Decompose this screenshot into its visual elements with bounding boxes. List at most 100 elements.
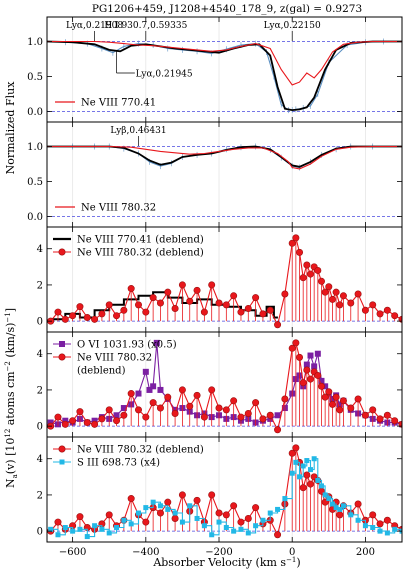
data-point xyxy=(83,314,91,322)
data-point xyxy=(127,390,135,398)
data-point xyxy=(288,449,296,457)
data-point xyxy=(288,344,296,352)
data-point xyxy=(54,308,62,316)
data-point xyxy=(259,310,267,318)
data-point xyxy=(61,315,69,323)
data-point xyxy=(99,526,105,532)
plot-area xyxy=(47,444,402,540)
y-label-part: ] xyxy=(4,308,17,312)
data-point xyxy=(299,274,307,282)
data-point xyxy=(62,525,68,531)
data-point xyxy=(391,312,399,320)
data-point xyxy=(336,406,344,414)
x-tick-label: −400 xyxy=(132,547,159,558)
legend-marker xyxy=(58,353,66,361)
legend-label: Ne VIII 780.32 (deblend) xyxy=(77,445,204,456)
data-point xyxy=(150,499,156,505)
y-label-part: a xyxy=(11,474,19,478)
plot-area xyxy=(47,339,402,434)
data-point xyxy=(321,393,329,401)
data-point xyxy=(172,510,178,516)
data-point xyxy=(318,483,324,489)
legend-label: O VI 1031.93 (x0.5) xyxy=(77,340,177,351)
y-tick-label: 1.0 xyxy=(27,37,43,48)
data-point xyxy=(76,513,84,521)
data-point xyxy=(91,417,98,424)
data-point xyxy=(336,511,344,519)
data-point xyxy=(113,412,120,419)
data-point xyxy=(274,412,281,419)
data-point xyxy=(70,528,76,534)
panel-nv-1: 0 2 4 Ne VIII 770.41 (deblend) Ne VIII 780.3… xyxy=(37,226,403,333)
data-point xyxy=(164,393,172,401)
data-point xyxy=(47,419,54,426)
data-point xyxy=(171,304,179,312)
x-tick-label: 0 xyxy=(289,547,295,558)
legend-label: Ne VIII 780.32 xyxy=(77,353,152,364)
data-point xyxy=(171,514,179,522)
data-point xyxy=(354,290,362,298)
data-point xyxy=(300,463,306,469)
data-point xyxy=(288,239,296,247)
data-point xyxy=(339,292,347,300)
data-point xyxy=(282,496,288,502)
data-point xyxy=(308,467,314,473)
y-tick-label: 0 xyxy=(37,527,43,538)
x-tick-label: −600 xyxy=(59,547,86,558)
y-tick-label: 0.5 xyxy=(27,72,43,83)
panel-label: Ne VIII 780.32 xyxy=(81,203,156,214)
data-point xyxy=(55,532,61,538)
data-point xyxy=(281,395,289,403)
y-label-part: 12 xyxy=(4,429,12,438)
data-point xyxy=(120,411,128,419)
data-point xyxy=(113,312,121,320)
data-point xyxy=(178,281,186,289)
data-point xyxy=(384,530,390,536)
y-tick-label: 0 xyxy=(37,317,43,328)
y-label-part: −2 xyxy=(4,361,12,371)
data-point xyxy=(314,371,322,379)
x-axis-label-main: Absorber Velocity (km s xyxy=(152,556,286,569)
y-axis-label-flux: Normalized Flux xyxy=(4,81,17,175)
legend-label: Ne VIII 770.41 (deblend) xyxy=(77,235,204,246)
data-point xyxy=(156,509,164,517)
data-point xyxy=(143,505,149,511)
data-point xyxy=(142,368,149,375)
data-point xyxy=(354,500,362,508)
data-point xyxy=(178,491,186,499)
data-point xyxy=(114,525,120,531)
data-point xyxy=(216,519,222,525)
data-point xyxy=(193,286,201,294)
data-point xyxy=(127,285,135,293)
y-axis-label-column-density: Na(v) [1012 atoms cm−2 (km/s)−1] xyxy=(4,308,19,488)
data-point xyxy=(274,531,282,539)
data-point xyxy=(134,301,142,309)
data-point xyxy=(314,350,321,357)
y-label-part: (km/s) xyxy=(4,323,17,362)
data-point xyxy=(303,261,311,269)
panel-frame xyxy=(46,436,403,543)
data-point xyxy=(307,352,314,359)
data-point xyxy=(186,402,194,410)
data-point xyxy=(150,383,157,390)
data-point xyxy=(69,312,77,320)
annotation-label: H I 930.7,0.59335 xyxy=(104,21,187,31)
data-point xyxy=(142,308,150,316)
y-tick-label: 0.0 xyxy=(27,212,43,223)
data-point xyxy=(252,294,260,302)
data-point xyxy=(252,399,260,407)
panel-label: Ne VIII 770.41 xyxy=(81,98,156,109)
data-point xyxy=(307,375,315,383)
data-point xyxy=(292,339,300,347)
data-point xyxy=(355,517,361,523)
data-point xyxy=(299,379,307,387)
x-tick-label: −200 xyxy=(205,547,232,558)
data-point xyxy=(296,248,304,256)
data-point xyxy=(208,281,216,289)
data-point xyxy=(156,299,164,307)
x-axis-label-close: ) xyxy=(296,556,300,569)
y-tick-label: 0.0 xyxy=(27,107,43,118)
data-point xyxy=(238,526,244,532)
annotation-label: Lyα,0.22150 xyxy=(264,21,321,31)
data-point xyxy=(383,411,391,419)
